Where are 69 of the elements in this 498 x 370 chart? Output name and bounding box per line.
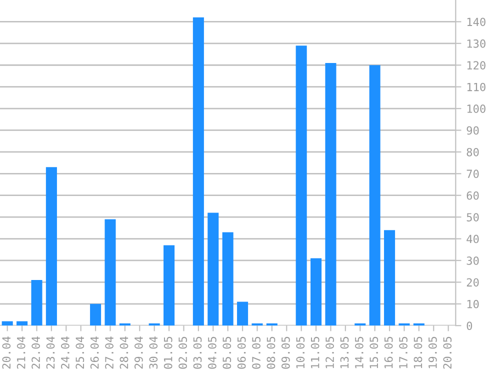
x-tick-label: 11.05 [310,336,320,368]
bar [369,65,380,326]
y-tick-label: 0 [466,322,472,330]
bar [2,321,13,326]
y-tick-label: 110 [467,82,486,92]
bar [192,17,204,326]
y-tick-label: 10 [467,300,479,308]
x-tick-label: 10.05 [296,336,305,368]
x-tick-label: 13.05 [340,336,349,368]
y-tick-label: 50 [466,213,479,222]
x-tick-label: 03.05 [193,336,202,369]
x-tick-label: 20.04 [2,336,11,369]
y-tick-label: 130 [467,39,486,48]
bar [413,323,424,326]
y-tick-label: 30 [466,256,479,265]
x-tick-label: 05.05 [222,336,232,369]
x-tick-label: 12.05 [326,336,334,368]
bar [354,323,366,326]
x-tick-label: 30.04 [149,336,158,369]
x-tick-label: 09.05 [281,336,290,369]
x-tick-label: 06.05 [237,336,246,369]
x-tick-label: 15.05 [370,336,378,368]
y-tick-label: 60 [466,191,479,200]
bar [325,62,336,326]
bar [398,323,410,326]
x-tick-label: 02.05 [178,336,187,369]
x-tick-label: 07.05 [252,336,260,369]
x-tick-label: 22.04 [32,336,40,369]
x-tick-label: 18.05 [414,336,422,368]
bar [148,323,160,326]
x-tick-label: 08.05 [266,336,276,369]
x-tick-label: 01.05 [164,336,172,369]
x-tick-label: 26.04 [90,336,99,369]
x-tick-label: 19.05 [428,336,437,368]
y-tick-label: 70 [466,170,479,178]
bar [16,321,28,326]
bar [252,323,263,326]
bar [164,245,175,326]
bar [90,304,102,326]
x-tick-label: 20.05 [443,336,452,369]
x-tick-label: 27.04 [105,336,114,369]
x-tick-label: 28.04 [120,336,128,369]
x-tick-label: 16.05 [384,336,393,368]
y-tick-label: 100 [467,104,486,113]
x-tick-label: 24.04 [60,336,70,369]
bar [208,212,219,326]
y-tick-label: 90 [466,126,479,135]
y-tick-label: 80 [466,148,479,156]
bar [384,230,396,326]
bar [266,323,278,326]
y-tick-label: 120 [467,61,486,70]
bar [222,232,234,326]
bar [237,302,248,326]
bar [31,280,42,326]
y-tick-label: 140 [467,18,486,26]
bar [104,219,116,326]
x-tick-label: 21.04 [16,336,26,369]
x-tick-label: 17.05 [399,336,408,368]
x-tick-label: 23.04 [46,336,55,369]
y-tick-label: 40 [466,234,479,244]
bar [119,323,130,326]
bar [310,258,322,326]
x-tick-label: 14.05 [354,336,364,368]
x-tick-label: 04.05 [208,336,216,369]
x-tick-label: 25.04 [76,336,84,369]
y-tick-label: 20 [466,278,479,287]
bar [46,167,57,326]
bar [296,46,307,326]
x-tick-label: 29.04 [134,336,143,369]
